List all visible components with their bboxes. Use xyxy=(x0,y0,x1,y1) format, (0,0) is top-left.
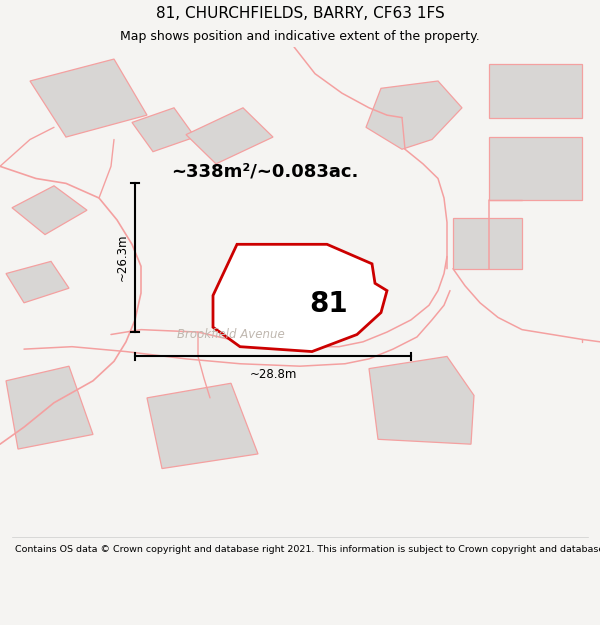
Polygon shape xyxy=(30,59,147,137)
Polygon shape xyxy=(453,217,522,269)
Polygon shape xyxy=(6,366,93,449)
Polygon shape xyxy=(132,107,195,152)
Text: 81: 81 xyxy=(309,291,347,318)
Polygon shape xyxy=(489,137,582,201)
Polygon shape xyxy=(147,383,258,469)
Polygon shape xyxy=(213,244,387,351)
Text: ~28.8m: ~28.8m xyxy=(250,369,296,381)
Polygon shape xyxy=(186,107,273,164)
Polygon shape xyxy=(369,356,474,444)
Text: ~26.3m: ~26.3m xyxy=(115,234,128,281)
Text: ~338m²/~0.083ac.: ~338m²/~0.083ac. xyxy=(171,162,358,180)
Polygon shape xyxy=(489,64,582,118)
Text: Map shows position and indicative extent of the property.: Map shows position and indicative extent… xyxy=(120,30,480,43)
Text: Contains OS data © Crown copyright and database right 2021. This information is : Contains OS data © Crown copyright and d… xyxy=(15,545,600,554)
Polygon shape xyxy=(12,186,87,234)
Polygon shape xyxy=(366,81,462,149)
Text: 81, CHURCHFIELDS, BARRY, CF63 1FS: 81, CHURCHFIELDS, BARRY, CF63 1FS xyxy=(155,6,445,21)
Polygon shape xyxy=(6,261,69,302)
Text: Brookfield Avenue: Brookfield Avenue xyxy=(177,328,285,341)
